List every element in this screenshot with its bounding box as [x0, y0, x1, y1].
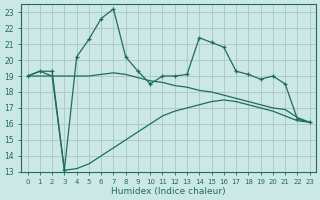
X-axis label: Humidex (Indice chaleur): Humidex (Indice chaleur): [111, 187, 226, 196]
